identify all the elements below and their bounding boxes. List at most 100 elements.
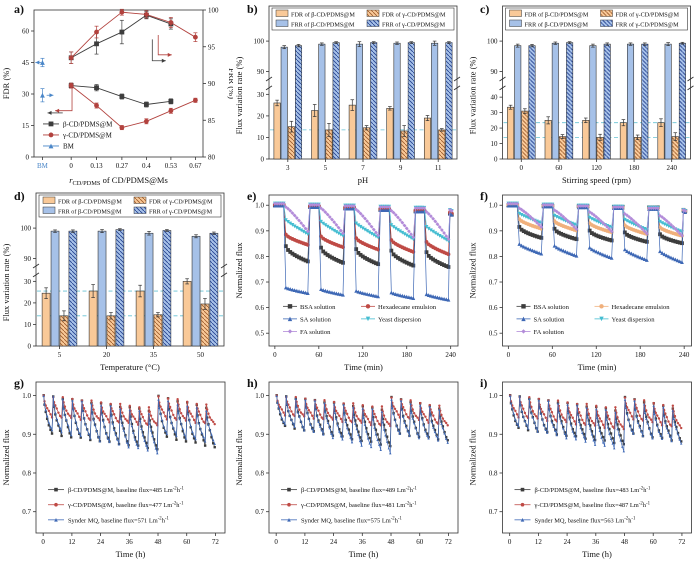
svg-text:Time (h): Time (h)	[349, 549, 379, 559]
panel-g-label: g)	[14, 376, 24, 390]
svg-text:0: 0	[273, 351, 277, 359]
svg-text:90: 90	[491, 68, 499, 76]
svg-text:rCD/PDMS of CD/PDMS@Ms: rCD/PDMS of CD/PDMS@Ms	[69, 175, 168, 187]
svg-text:45: 45	[22, 59, 30, 67]
panel-e: e) 0 60 120 180 240 0.5 0.6 0.7 0.8 0.9 1.0 Time (m…	[233, 187, 466, 374]
svg-text:FDR of γ-CD/PDMS@M: FDR of γ-CD/PDMS@M	[616, 12, 680, 19]
panel-i: i) 0 12 24 36 48 60 72 0.7 0.8 0.9 1.0 Time (h) Norm…	[466, 374, 700, 561]
panel-c: c) 0 10 20 30 40 90 100 0 60 120 180 240 FDR of β-CD…	[466, 0, 700, 187]
svg-text:γ-CD/PDMS@M, baseline flux=481: γ-CD/PDMS@M, baseline flux=481 Lm-2h-1	[300, 502, 417, 510]
svg-text:0.13: 0.13	[90, 162, 103, 170]
svg-text:0.67: 0.67	[189, 162, 202, 170]
panel-c-label: c)	[480, 2, 490, 16]
svg-text:0: 0	[41, 538, 45, 546]
panel-b-label: b)	[247, 2, 258, 16]
svg-text:0: 0	[69, 162, 73, 170]
svg-text:FRR of γ-CD/PDMS@M: FRR of γ-CD/PDMS@M	[616, 22, 680, 29]
svg-text:0: 0	[507, 351, 511, 359]
svg-text:180: 180	[401, 351, 412, 359]
panel-h-label: h)	[247, 376, 258, 390]
svg-text:48: 48	[621, 538, 629, 546]
svg-text:0.5: 0.5	[255, 330, 264, 338]
svg-text:γ-CD/PDMS@M, baseline flux=487: γ-CD/PDMS@M, baseline flux=487 Lm-2h-1	[534, 502, 651, 510]
svg-text:12: 12	[535, 538, 543, 546]
panel-f-label: f)	[480, 189, 488, 203]
panel-d: d) 0 10 20 30 90 100 5 20 35 50 FDR of β-CD/PDMS@M…	[0, 187, 233, 374]
svg-text:20: 20	[491, 125, 499, 133]
svg-text:10: 10	[24, 321, 32, 329]
chart-b-ph-bars: 0 10 20 30 90 100 3 5 7 9 11 FDR of β-CD/PDMS@M FRR …	[234, 5, 461, 185]
panel-d-label: d)	[14, 189, 25, 203]
svg-text:0.8: 0.8	[489, 469, 498, 477]
svg-text:FA solution: FA solution	[534, 329, 565, 336]
svg-text:20: 20	[103, 351, 111, 359]
svg-text:0.6: 0.6	[489, 304, 498, 312]
svg-text:FDR of β-CD/PDMS@M: FDR of β-CD/PDMS@M	[58, 199, 122, 206]
panel-b: b) 0 10 20 30 90 100 3 5 7 9 11 FDR of β-CD/PDMS@M F…	[233, 0, 466, 187]
svg-text:15: 15	[22, 122, 30, 130]
svg-text:90: 90	[24, 255, 32, 263]
svg-text:48: 48	[388, 538, 396, 546]
svg-text:1.0: 1.0	[489, 392, 498, 400]
svg-text:0: 0	[26, 154, 30, 162]
svg-text:β-CD/PDMS@M, baseline flux=483: β-CD/PDMS@M, baseline flux=483 Lm-2h-1	[535, 487, 652, 495]
svg-text:Yeast dispersion: Yeast dispersion	[378, 316, 422, 323]
svg-text:FDR of β-CD/PDMS@M: FDR of β-CD/PDMS@M	[525, 12, 589, 19]
svg-text:120: 120	[358, 351, 369, 359]
svg-text:0.9: 0.9	[489, 431, 498, 439]
svg-text:35: 35	[150, 351, 158, 359]
svg-text:γ-CD/PDMS@M, baseline flux=477: γ-CD/PDMS@M, baseline flux=477 Lm-2h-1	[67, 502, 184, 510]
svg-text:FRR (%): FRR (%)	[227, 68, 233, 99]
svg-text:Time (h): Time (h)	[582, 549, 612, 559]
svg-text:95: 95	[208, 43, 216, 51]
svg-text:1.0: 1.0	[489, 202, 498, 210]
svg-text:0.7: 0.7	[255, 279, 264, 287]
svg-text:FRR of β-CD/PDMS@M: FRR of β-CD/PDMS@M	[58, 209, 122, 216]
svg-text:60: 60	[22, 28, 30, 36]
svg-text:Normalized flux: Normalized flux	[234, 242, 244, 299]
svg-text:0.9: 0.9	[255, 431, 264, 439]
svg-text:0.8: 0.8	[255, 253, 264, 261]
panel-a-label: a)	[14, 2, 24, 16]
svg-text:1.0: 1.0	[255, 202, 264, 210]
svg-text:3: 3	[286, 164, 290, 172]
svg-text:24: 24	[330, 538, 338, 546]
svg-text:24: 24	[97, 538, 105, 546]
svg-text:10: 10	[491, 140, 499, 148]
svg-text:BM: BM	[37, 162, 49, 170]
svg-text:180: 180	[635, 351, 646, 359]
svg-text:0.4: 0.4	[142, 162, 151, 170]
svg-text:FRR of γ-CD/PDMS@M: FRR of γ-CD/PDMS@M	[382, 22, 446, 29]
svg-text:60: 60	[650, 538, 658, 546]
svg-text:Normalized flux: Normalized flux	[234, 429, 244, 486]
svg-text:Normalized flux: Normalized flux	[1, 429, 11, 486]
svg-text:Synder MQ, baseline flux=571 L: Synder MQ, baseline flux=571 Lm-2h-1	[68, 517, 169, 525]
svg-text:180: 180	[629, 164, 640, 172]
svg-text:Time (min): Time (min)	[344, 362, 383, 372]
svg-text:FRR of β-CD/PDMS@M: FRR of β-CD/PDMS@M	[291, 22, 355, 29]
svg-text:0.53: 0.53	[165, 162, 178, 170]
svg-text:pH: pH	[358, 175, 368, 185]
svg-text:0.9: 0.9	[255, 227, 264, 235]
svg-text:0.6: 0.6	[255, 304, 264, 312]
svg-text:FRR of β-CD/PDMS@M: FRR of β-CD/PDMS@M	[525, 22, 589, 29]
panel-i-label: i)	[480, 376, 488, 390]
svg-text:0: 0	[274, 538, 278, 546]
svg-text:0: 0	[508, 538, 512, 546]
svg-text:0.8: 0.8	[22, 469, 31, 477]
svg-text:36: 36	[126, 538, 134, 546]
svg-text:5: 5	[58, 351, 62, 359]
svg-text:60: 60	[416, 538, 424, 546]
panel-e-label: e)	[247, 189, 257, 203]
svg-text:1.0: 1.0	[22, 392, 31, 400]
svg-text:Flux variation rate (%): Flux variation rate (%)	[468, 57, 478, 135]
panel-h: h) 0 12 24 36 48 60 72 0.7 0.8 0.9 1.0 Time (h) Norm…	[233, 374, 466, 561]
svg-text:30: 30	[22, 91, 30, 99]
svg-text:90: 90	[208, 80, 216, 88]
svg-text:12: 12	[68, 538, 76, 546]
svg-text:Flux variation rate (%): Flux variation rate (%)	[234, 57, 244, 135]
svg-text:Time (h): Time (h)	[116, 549, 146, 559]
chart-c-stirring-bars: 0 10 20 30 40 90 100 0 60 120 180 240 FDR of β-CD/PD…	[468, 5, 694, 185]
svg-text:120: 120	[591, 351, 602, 359]
